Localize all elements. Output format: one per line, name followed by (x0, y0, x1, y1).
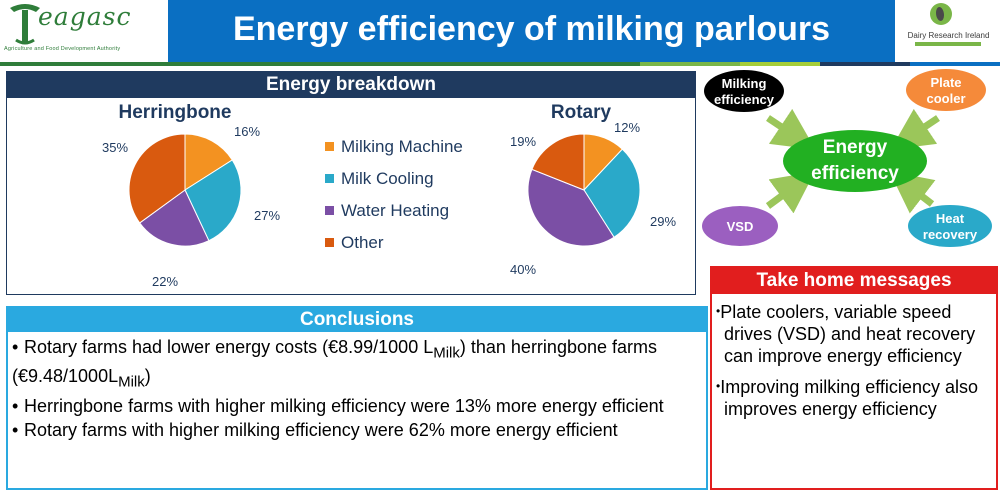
teagasc-logo: eagasc Agriculture and Food Development … (0, 0, 168, 62)
diagram-node-label: Plate (930, 75, 961, 90)
partner-logo-bar (915, 42, 981, 46)
energy-efficiency-node-label: Energy (823, 137, 888, 158)
take-home-panel: Take home messages •Plate coolers, varia… (710, 266, 998, 490)
conclusion-item: • Rotary farms had lower energy costs (€8… (12, 337, 657, 391)
diagram-node (704, 70, 784, 112)
diagram-arrow (889, 171, 936, 214)
pie-data-label: 27% (254, 208, 280, 223)
conclusions-panel: Conclusions • Rotary farms had lower ener… (6, 306, 708, 490)
diagram-node-label: recovery (923, 227, 978, 242)
energy-breakdown-panel: Energy breakdown Herringbone 16% 27% 22% 35%… (6, 71, 696, 295)
take-home-item: •Plate coolers, variable speed drives (V… (716, 302, 976, 366)
header-stripe (0, 62, 1000, 66)
stripe-segment (910, 62, 1000, 66)
stripe-segment (820, 62, 910, 66)
conclusions-title: Conclusions (8, 308, 706, 332)
conclusions-list: • Rotary farms had lower energy costs (€8… (8, 336, 706, 441)
pie-slice-other (531, 133, 585, 191)
conclusion-item: • Herringbone farms with higher milking e… (12, 396, 664, 417)
energy-efficiency-node-label: efficiency (811, 163, 899, 184)
energy-efficiency-diagram: EnergyefficiencyMilkingefficiencyPlateco… (702, 69, 992, 247)
logo-subtitle: Agriculture and Food Development Authori… (4, 46, 121, 52)
pie-title: Herringbone (119, 102, 232, 123)
pie-data-label: 29% (650, 214, 676, 229)
diagram-arrows (765, 108, 940, 214)
pie-data-label: 22% (152, 274, 178, 289)
take-home-list: •Plate coolers, variable speed drives (V… (712, 300, 996, 420)
diagram-node-label: Milking (722, 76, 767, 91)
legend-label: Milk Cooling (341, 169, 434, 188)
diagram-node (908, 205, 992, 247)
diagram-node-label: efficiency (714, 92, 775, 107)
pie-data-label: 16% (234, 124, 260, 139)
pie-slice-milk-cooling (184, 159, 242, 242)
breakdown-title: Energy breakdown (7, 72, 695, 98)
partner-logo: Dairy Research Ireland (895, 0, 1000, 62)
take-home-item: •Improving milking efficiency also impro… (716, 377, 978, 419)
partner-logo-text: Dairy Research Ireland (907, 31, 990, 40)
chart-legend: Milking Machine Milk Cooling Water Heating… (325, 137, 463, 252)
diagram-node-label: VSD (727, 219, 754, 234)
stripe-segment (740, 62, 820, 66)
legend-swatch (325, 174, 334, 183)
bullet-icon: • (12, 396, 19, 417)
pie-data-label: 19% (510, 134, 536, 149)
teagasc-t-icon (10, 4, 40, 45)
bullet-icon: • (716, 379, 721, 393)
stripe-segment (0, 62, 640, 66)
pie-slice-milk-cooling (583, 148, 641, 238)
diagram-nodes: EnergyefficiencyMilkingefficiencyPlateco… (702, 69, 992, 247)
diagram-node-label: cooler (926, 91, 965, 106)
logo-word: eagasc (38, 2, 132, 31)
pie-slice-water-heating (527, 168, 615, 247)
pie-data-label: 35% (102, 140, 128, 155)
bullet-icon: • (12, 420, 19, 441)
energy-efficiency-node (783, 130, 927, 192)
pie-data-label: 40% (510, 262, 536, 277)
pie-title: Rotary (551, 102, 612, 123)
page-title: Energy efficiency of milking parlours (168, 0, 895, 62)
bullet-icon: • (716, 304, 721, 318)
pie-data-label: 12% (614, 120, 640, 135)
diagram-arrow (765, 171, 815, 214)
diagram-node (702, 206, 778, 246)
diagram-arrow (890, 108, 940, 150)
legend-label: Other (341, 233, 384, 252)
dairy-research-logo-icon (930, 3, 952, 25)
diagram-node-label: Heat (936, 211, 965, 226)
legend-swatch (325, 206, 334, 215)
bullet-icon: • (12, 337, 19, 357)
legend-swatch (325, 238, 334, 247)
stripe-segment (640, 62, 740, 66)
legend-label: Water Heating (341, 201, 449, 220)
pie-slice-milking-machine (184, 133, 233, 191)
diagram-node (906, 69, 986, 111)
diagram-arrow (766, 108, 816, 150)
legend-label: Milking Machine (341, 137, 463, 156)
take-home-title: Take home messages (712, 268, 996, 294)
conclusion-item: • Rotary farms with higher milking effici… (12, 420, 618, 441)
pie-slice-water-heating (138, 189, 210, 247)
legend-swatch (325, 142, 334, 151)
pie-slice-other (128, 133, 186, 224)
